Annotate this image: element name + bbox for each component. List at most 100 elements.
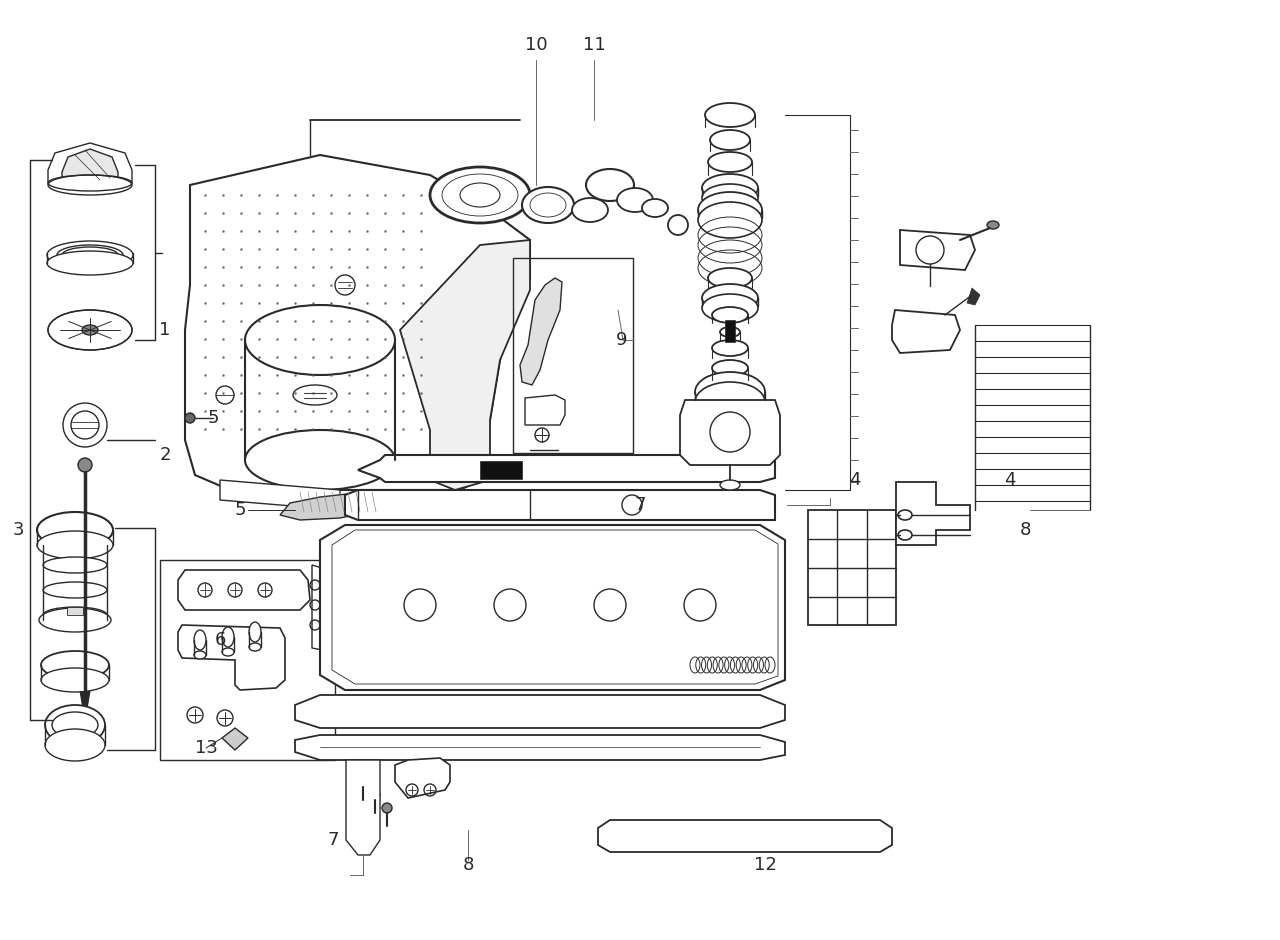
Ellipse shape [45, 705, 105, 745]
Ellipse shape [701, 294, 758, 322]
Circle shape [668, 215, 689, 235]
Polygon shape [966, 288, 980, 305]
Ellipse shape [572, 198, 608, 222]
Ellipse shape [643, 199, 668, 217]
Ellipse shape [712, 307, 748, 323]
Ellipse shape [695, 382, 765, 422]
Circle shape [63, 403, 108, 447]
Ellipse shape [708, 152, 753, 172]
Polygon shape [346, 760, 380, 855]
Bar [480, 461, 522, 479]
Ellipse shape [721, 327, 740, 337]
Text: 6: 6 [214, 631, 225, 649]
Text: 1: 1 [159, 321, 170, 339]
Text: 8: 8 [1019, 521, 1030, 539]
Ellipse shape [293, 385, 337, 405]
Ellipse shape [987, 221, 998, 229]
Circle shape [381, 803, 392, 813]
Ellipse shape [58, 245, 123, 265]
Ellipse shape [460, 183, 500, 207]
Ellipse shape [45, 729, 105, 761]
Ellipse shape [47, 241, 133, 269]
Ellipse shape [250, 643, 261, 651]
Polygon shape [346, 490, 774, 520]
Ellipse shape [698, 202, 762, 238]
Ellipse shape [712, 340, 748, 356]
Circle shape [186, 413, 195, 423]
Ellipse shape [49, 175, 132, 195]
Ellipse shape [221, 627, 234, 647]
Ellipse shape [195, 651, 206, 659]
Ellipse shape [721, 480, 740, 490]
Ellipse shape [44, 607, 108, 623]
Text: 2: 2 [159, 446, 170, 464]
Polygon shape [401, 240, 530, 490]
Polygon shape [312, 565, 323, 650]
Polygon shape [396, 758, 451, 798]
Polygon shape [598, 820, 892, 852]
Text: 4: 4 [849, 471, 860, 489]
Ellipse shape [44, 557, 108, 573]
Polygon shape [49, 143, 132, 183]
Ellipse shape [82, 325, 99, 335]
Polygon shape [221, 728, 248, 750]
Text: 11: 11 [582, 36, 605, 54]
Polygon shape [61, 149, 118, 180]
Ellipse shape [244, 430, 396, 490]
Polygon shape [525, 395, 564, 425]
Ellipse shape [250, 622, 261, 642]
Bar [808, 510, 896, 625]
Ellipse shape [37, 512, 113, 548]
Ellipse shape [195, 630, 206, 650]
Ellipse shape [617, 188, 653, 212]
Ellipse shape [41, 651, 109, 679]
Ellipse shape [701, 174, 758, 202]
Polygon shape [896, 482, 970, 545]
Bar [67, 607, 83, 615]
Text: 12: 12 [754, 856, 777, 874]
Bar [160, 560, 335, 760]
Ellipse shape [37, 531, 113, 559]
Ellipse shape [49, 310, 132, 350]
Bar [513, 258, 634, 453]
Ellipse shape [899, 510, 913, 520]
Circle shape [370, 790, 380, 800]
Text: 7: 7 [328, 831, 339, 849]
Ellipse shape [522, 187, 573, 223]
Polygon shape [186, 155, 530, 495]
Polygon shape [680, 400, 780, 465]
Polygon shape [280, 492, 385, 520]
Ellipse shape [899, 530, 913, 540]
Bar [724, 320, 735, 342]
Text: 3: 3 [13, 521, 24, 539]
Text: 5: 5 [234, 501, 246, 519]
Ellipse shape [244, 305, 396, 375]
Ellipse shape [44, 582, 108, 598]
Ellipse shape [701, 184, 758, 212]
Polygon shape [892, 310, 960, 353]
Ellipse shape [47, 251, 133, 275]
Text: 7: 7 [635, 496, 645, 514]
Circle shape [78, 458, 92, 472]
Text: 10: 10 [525, 36, 548, 54]
Ellipse shape [695, 372, 765, 412]
Circle shape [358, 777, 369, 787]
Polygon shape [520, 278, 562, 385]
Circle shape [335, 275, 355, 295]
Polygon shape [320, 525, 785, 690]
Polygon shape [358, 455, 774, 482]
Ellipse shape [698, 192, 762, 228]
Ellipse shape [221, 648, 234, 656]
Text: 13: 13 [195, 739, 218, 757]
Polygon shape [294, 695, 785, 728]
Ellipse shape [38, 608, 111, 632]
Polygon shape [900, 230, 975, 270]
Ellipse shape [701, 284, 758, 312]
Text: 8: 8 [462, 856, 474, 874]
Ellipse shape [430, 167, 530, 223]
Text: 5: 5 [207, 409, 219, 427]
Polygon shape [81, 690, 90, 720]
Polygon shape [178, 570, 310, 610]
Ellipse shape [708, 268, 753, 288]
Ellipse shape [586, 169, 634, 201]
